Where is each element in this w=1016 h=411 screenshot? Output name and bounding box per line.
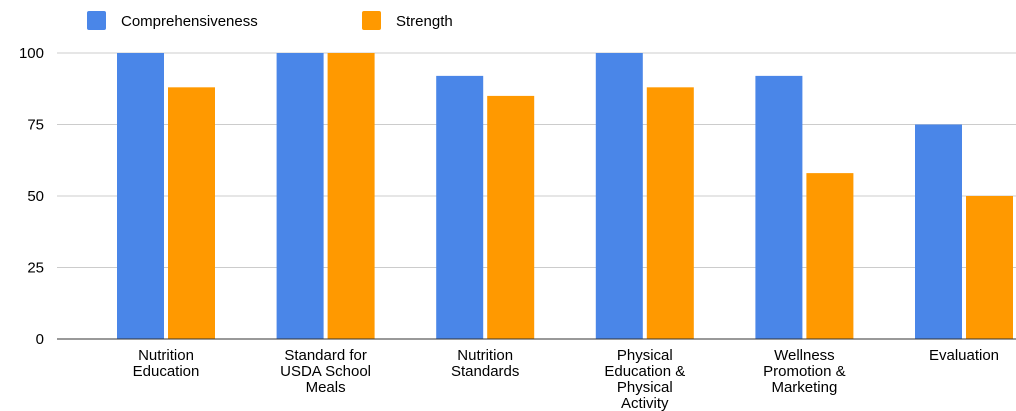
bar-comprehensiveness-wellness-promotion-and-marketing	[755, 75, 803, 339]
x-axis-category-labels: Nutrition Education Standard for USDA Schoo…	[133, 347, 999, 411]
y-axis-tick-labels: 0 25 50 75 100	[19, 45, 44, 348]
x-category-label-evaluation: Evaluation	[929, 347, 999, 364]
x-category-label-nutrition-standards: Nutrition Standards	[451, 347, 519, 380]
gridlines	[57, 52, 1016, 268]
legend-swatch-comprehensiveness	[87, 11, 106, 30]
y-tick-label-50: 50	[27, 188, 44, 205]
legend-swatch-strength	[362, 11, 381, 30]
bar-comprehensiveness-nutrition-education	[117, 53, 164, 339]
legend: Comprehensiveness Strength	[87, 11, 453, 30]
bar-strength-nutrition-standards	[487, 95, 535, 340]
x-category-label-nutrition-education: Nutrition Education	[133, 347, 200, 380]
y-tick-label-75: 75	[27, 117, 44, 134]
bar-strength-wellness-promotion-and-marketing	[806, 173, 854, 339]
bar-comprehensiveness-standard-for-usda-school-meals	[276, 53, 324, 339]
y-tick-label-0: 0	[36, 331, 44, 348]
bar-comprehensiveness-physical-education-and-physical-activity	[595, 53, 643, 339]
y-tick-label-25: 25	[27, 260, 44, 277]
x-category-label-physical-education-and-physical-activity: Physical Education & Physical Activity	[604, 347, 685, 411]
bars	[117, 53, 1013, 340]
bar-strength-physical-education-and-physical-activity	[646, 87, 694, 339]
x-category-label-standard-for-usda-school-meals: Standard for USDA School Meals	[280, 347, 371, 396]
bar-strength-evaluation	[966, 196, 1013, 339]
bar-comprehensiveness-nutrition-standards	[436, 75, 484, 339]
bar-comprehensiveness-evaluation	[915, 124, 962, 339]
x-category-label-wellness-promotion-and-marketing: Wellness Promotion & Marketing	[763, 347, 846, 396]
bar-strength-nutrition-education	[168, 87, 215, 339]
bar-strength-standard-for-usda-school-meals	[327, 53, 375, 339]
legend-label-comprehensiveness: Comprehensiveness	[121, 13, 258, 30]
y-tick-label-100: 100	[19, 45, 44, 62]
legend-label-strength: Strength	[396, 13, 453, 30]
